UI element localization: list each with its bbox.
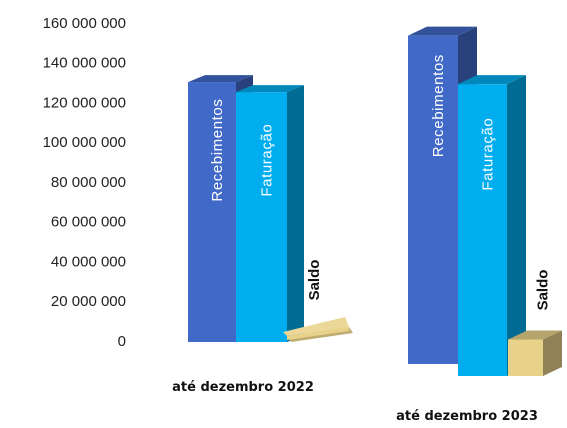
bar-top-face: [458, 75, 526, 85]
y-tick-label: 100 000 000: [43, 134, 126, 151]
bar-faturação: [236, 92, 287, 342]
y-tick-label: 120 000 000: [43, 94, 126, 111]
bar-saldo: [508, 339, 543, 376]
bar-label-faturação: Faturação: [258, 124, 275, 197]
y-tick-label: 140 000 000: [43, 55, 126, 72]
bar-recebimentos: [188, 82, 236, 342]
y-tick-label: 60 000 000: [51, 214, 126, 231]
bar-label-recebimentos: Recebimentos: [209, 99, 226, 202]
bar-top-face: [188, 75, 253, 83]
bar-recebimentos: [408, 35, 458, 365]
y-tick-label: 20 000 000: [51, 293, 126, 310]
category-label: até dezembro 2022: [172, 380, 314, 395]
category-label: até dezembro 2023: [396, 409, 538, 424]
y-tick-label: 40 000 000: [51, 253, 126, 270]
bar-label-faturação: Faturação: [479, 118, 496, 191]
bar-side-face: [543, 330, 562, 376]
bar-label-recebimentos: Recebimentos: [430, 54, 447, 157]
bar-label-saldo: Saldo: [534, 270, 551, 311]
bars: Recebimentos Faturação Saldo Recebimentos Fa…: [188, 26, 562, 377]
category-labels: até dezembro 2022 até dezembro 2023: [172, 380, 538, 424]
y-axis: 160 000 000 140 000 000 120 000 000 100 000…: [43, 15, 126, 350]
y-tick-label: 0: [118, 333, 126, 350]
bar-faturação: [458, 84, 507, 377]
bar-saldo-top: [283, 317, 349, 336]
bar-label-saldo: Saldo: [306, 260, 323, 301]
bar-top-face: [508, 330, 562, 340]
bar-top-face: [236, 85, 304, 93]
bar-top-face: [408, 26, 477, 36]
y-tick-label: 160 000 000: [43, 15, 126, 32]
y-tick-label: 80 000 000: [51, 174, 126, 191]
bar-side-face: [287, 85, 304, 342]
bar-saldo-front: [287, 327, 349, 340]
bar-side-face: [507, 75, 526, 377]
